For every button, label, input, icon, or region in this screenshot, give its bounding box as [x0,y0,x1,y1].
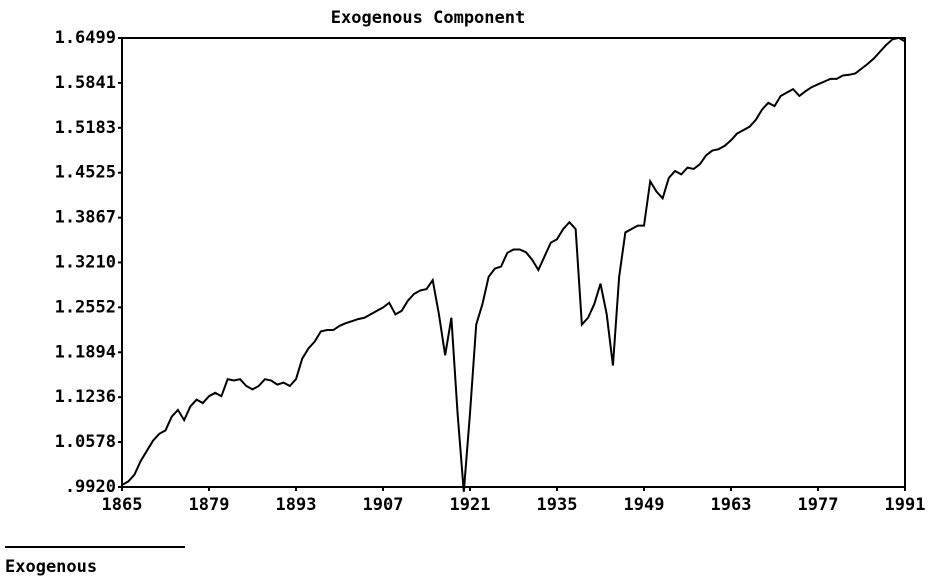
y-tick-label: 1.4525 [55,163,116,183]
y-tick-label: .9920 [65,477,116,497]
x-tick-label: 1921 [450,495,491,515]
y-tick-label: 1.5841 [55,73,116,93]
y-tick-label: 1.3867 [55,208,116,228]
y-tick-label: 1.0578 [55,432,116,452]
line-series [121,36,906,492]
chart-title: Exogenous Component [331,8,525,28]
y-tick-label: 1.1236 [55,387,116,407]
y-tick-label: 1.6499 [55,28,116,48]
x-tick-label: 1907 [363,495,404,515]
x-tick-label: 1935 [537,495,578,515]
plot-frame [121,37,906,488]
x-tick-label: 1879 [189,495,230,515]
legend-label: Exogenous [5,557,97,577]
y-tick-label: 1.2552 [55,297,116,317]
x-tick-label: 1949 [624,495,665,515]
x-tick-label: 1865 [102,495,143,515]
x-tick-label: 1893 [276,495,317,515]
y-tick-label: 1.5183 [55,118,116,138]
x-tick-label: 1977 [798,495,839,515]
y-tick-label: 1.3210 [55,252,116,272]
x-tick-label: 1963 [711,495,752,515]
x-tick-label: 1991 [885,495,926,515]
y-tick-label: 1.1894 [55,342,116,362]
